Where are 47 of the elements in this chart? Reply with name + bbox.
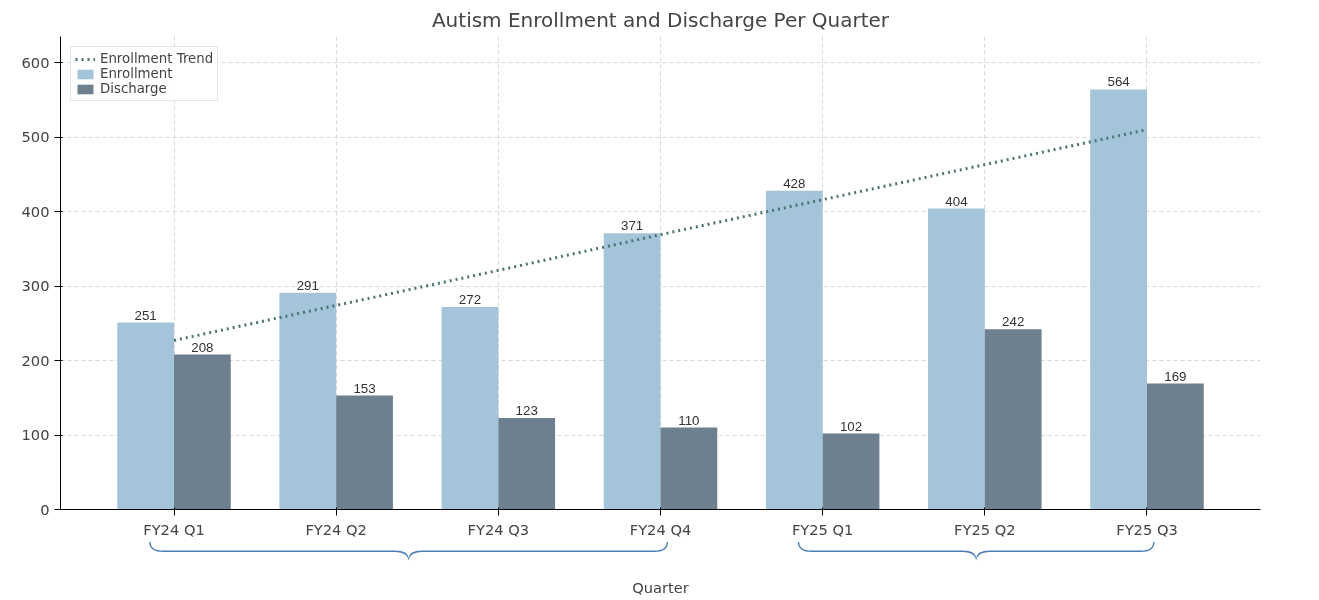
bar bbox=[928, 208, 985, 510]
bar bbox=[441, 306, 499, 510]
bar bbox=[336, 395, 393, 510]
bar bbox=[498, 417, 556, 510]
y-tick-label: 400 bbox=[21, 202, 50, 220]
data-label: 208 bbox=[191, 339, 214, 355]
data-label: 169 bbox=[1164, 368, 1187, 384]
data-label: 153 bbox=[353, 380, 376, 396]
bar bbox=[117, 322, 175, 510]
data-label: 251 bbox=[134, 307, 157, 323]
data-label: 428 bbox=[783, 175, 806, 191]
data-label: 123 bbox=[515, 402, 538, 418]
y-tick-label: 200 bbox=[21, 351, 50, 369]
y-tick-label: 100 bbox=[21, 426, 50, 444]
x-tick-label: FY25 Q1 bbox=[791, 520, 854, 538]
bar bbox=[1146, 383, 1204, 510]
data-label: 291 bbox=[296, 277, 319, 293]
bar bbox=[174, 354, 231, 510]
chart-title: Autism Enrollment and Discharge Per Quarter bbox=[431, 7, 890, 32]
x-axis-title: Quarter bbox=[632, 578, 690, 596]
bar bbox=[279, 292, 337, 510]
data-label: 404 bbox=[945, 193, 969, 209]
data-label: 371 bbox=[621, 218, 644, 234]
x-tick-label: FY24 Q3 bbox=[467, 520, 530, 538]
x-tick-label: FY25 Q3 bbox=[1116, 520, 1178, 538]
bar bbox=[822, 433, 880, 510]
data-label: 110 bbox=[678, 412, 700, 428]
x-tick-label: FY24 Q2 bbox=[305, 520, 367, 538]
data-label: 564 bbox=[1107, 74, 1131, 90]
bar bbox=[1090, 89, 1147, 510]
x-tick-label: FY25 Q2 bbox=[954, 520, 1016, 538]
x-tick-label: FY24 Q4 bbox=[629, 520, 692, 538]
data-label: 102 bbox=[839, 418, 863, 434]
bar bbox=[660, 427, 718, 510]
bar bbox=[984, 329, 1042, 510]
y-tick-label: 0 bbox=[40, 500, 50, 518]
bar bbox=[765, 190, 823, 510]
y-tick-label: 500 bbox=[21, 128, 50, 146]
data-label: 242 bbox=[1002, 314, 1025, 330]
y-tick-label: 300 bbox=[21, 277, 50, 295]
legend-label: Enrollment Trend bbox=[100, 51, 214, 66]
legend-label: Enrollment bbox=[100, 66, 173, 81]
x-tick-label: FY24 Q1 bbox=[143, 520, 205, 538]
legend-label: Discharge bbox=[100, 81, 167, 96]
bar bbox=[603, 233, 661, 510]
data-label: 272 bbox=[458, 291, 482, 307]
y-tick-label: 600 bbox=[21, 53, 50, 71]
